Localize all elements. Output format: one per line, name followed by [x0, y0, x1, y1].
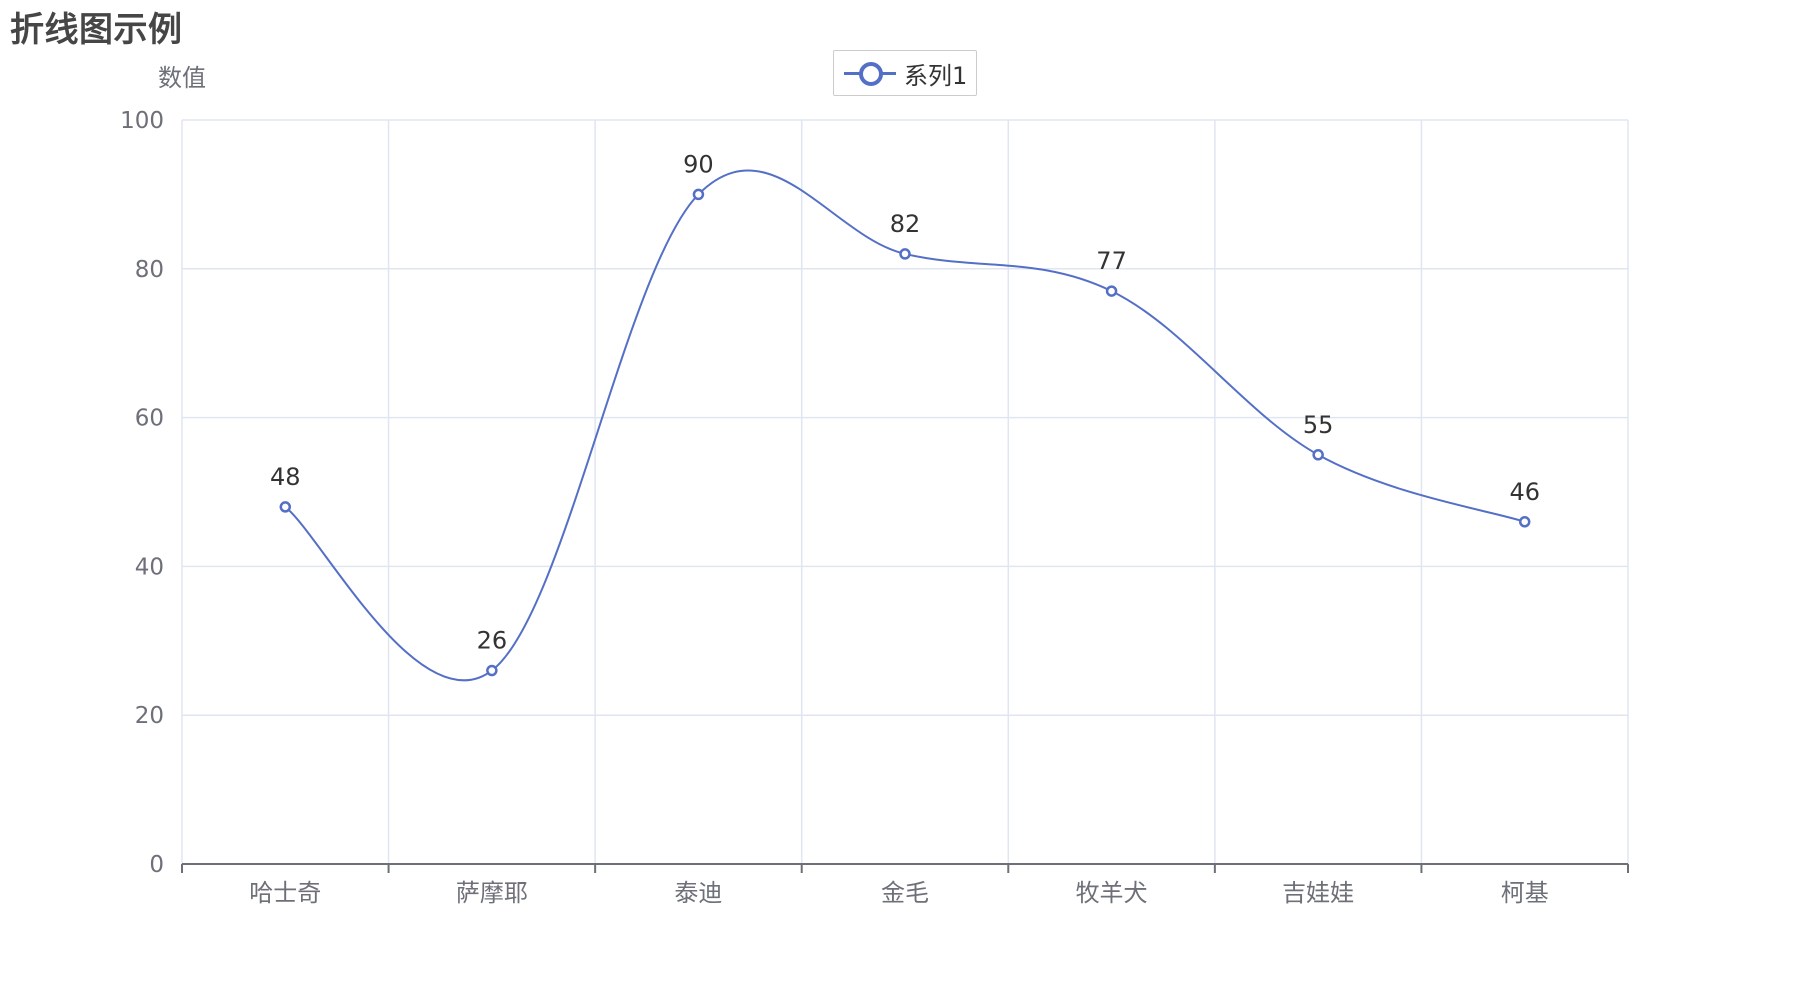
x-tick-label: 金毛: [881, 879, 929, 907]
data-label: 55: [1303, 411, 1334, 439]
x-tick-label: 泰迪: [674, 879, 722, 907]
data-label: 48: [270, 463, 301, 491]
y-tick-label: 0: [149, 852, 164, 878]
y-tick-label: 20: [135, 703, 164, 729]
x-tick-label: 柯基: [1501, 879, 1549, 907]
data-point: [692, 188, 705, 201]
y-axis-label: 数值: [158, 64, 206, 92]
y-tick-label: 60: [135, 406, 164, 432]
data-label: 77: [1096, 247, 1127, 275]
y-tick-label: 40: [135, 554, 164, 580]
y-tick-label: 80: [135, 257, 164, 283]
data-label: 46: [1509, 478, 1540, 506]
data-point: [899, 248, 911, 260]
y-tick-label: 100: [120, 108, 164, 134]
data-point: [1105, 285, 1118, 297]
data-point: [486, 664, 498, 677]
legend-label-series-1: 系列1: [904, 61, 968, 90]
x-tick-label: 哈士奇: [249, 879, 321, 907]
data-label: 26: [477, 627, 508, 655]
data-point: [279, 501, 292, 513]
legend[interactable]: 系列1: [833, 50, 977, 96]
legend-line-icon: [844, 62, 896, 86]
data-point: [1518, 516, 1531, 528]
x-tick-label: 牧羊犬: [1076, 879, 1148, 907]
data-label: 90: [683, 150, 714, 178]
data-point: [1312, 449, 1324, 461]
data-label: 82: [890, 210, 921, 238]
series-line-1: [284, 169, 1526, 682]
x-tick-label: 吉娃娃: [1282, 879, 1354, 907]
x-tick-label: 萨摩耶: [456, 879, 528, 907]
chart-title: 折线图示例: [10, 10, 183, 50]
